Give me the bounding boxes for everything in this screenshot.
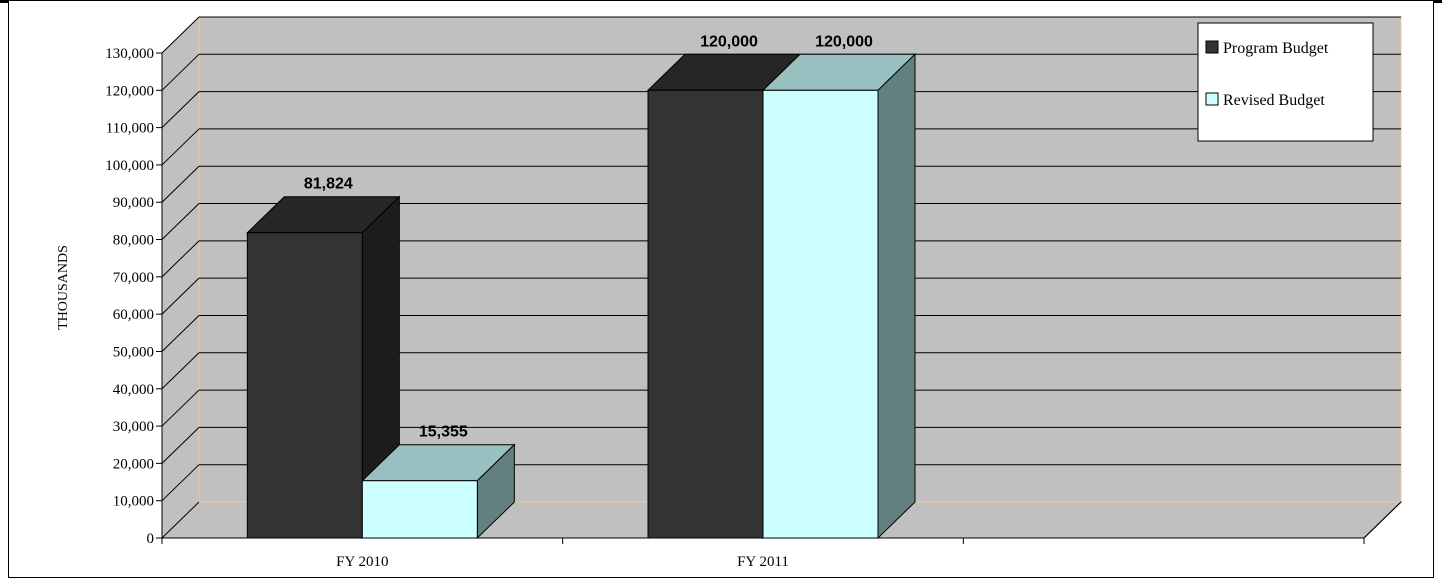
y-tick-label: 40,000: [113, 382, 154, 398]
y-tick-label: 120,000: [105, 83, 154, 99]
gridline-side: [161, 91, 200, 128]
gridline-side: [161, 128, 200, 166]
data-label: 120,000: [700, 33, 758, 50]
y-tick-label: 0: [147, 531, 155, 547]
legend-box: [1197, 22, 1374, 142]
y-axis-title: THOUSANDS: [56, 245, 71, 330]
y-tick-label: 130,000: [105, 46, 154, 62]
legend-swatch: [1205, 92, 1219, 106]
x-tick-label: FY 2011: [737, 554, 789, 570]
legend-swatch: [1205, 40, 1219, 54]
y-tick-label: 70,000: [113, 270, 154, 286]
gridline-side: [161, 315, 200, 352]
gridline-side: [161, 240, 200, 278]
gridline-side: [161, 277, 200, 315]
gridline-side: [161, 427, 200, 464]
bar-side: [877, 53, 916, 540]
y-tick-label: 80,000: [113, 233, 154, 249]
bar: [647, 89, 764, 539]
chart-frame: 0 10,000 20,000 30,000 40,000 50,000 60,000 70,…: [8, 0, 1434, 578]
gridline-side: [161, 389, 200, 427]
y-tick-label: 60,000: [113, 307, 154, 323]
floor-right-edge: [1363, 501, 1402, 539]
side-wall: [161, 15, 200, 540]
y-tick-label: 10,000: [113, 494, 154, 510]
gridline-side: [161, 16, 200, 54]
data-label: 81,824: [304, 176, 353, 193]
gridline-side: [161, 203, 200, 240]
y-tick-label: 110,000: [106, 121, 154, 137]
data-label: 15,355: [419, 424, 468, 441]
gridline-side: [161, 165, 200, 203]
budget-bar-chart: 0 10,000 20,000 30,000 40,000 50,000 60,000 70,…: [56, 15, 1403, 570]
gridline-side: [161, 53, 200, 91]
data-label: 120,000: [815, 33, 873, 50]
bar: [361, 480, 478, 539]
legend-label: Program Budget: [1223, 40, 1329, 57]
y-tick-label: 30,000: [113, 419, 154, 435]
gridline-side: [161, 464, 200, 502]
legend-label: Revised Budget: [1223, 92, 1325, 109]
gridline-side: [161, 352, 200, 390]
y-tick-label: 50,000: [113, 344, 154, 360]
y-tick-label: 20,000: [113, 456, 154, 472]
bar: [762, 89, 879, 539]
bar: [246, 232, 363, 539]
x-tick-label: FY 2010: [336, 554, 388, 570]
y-tick-label: 100,000: [105, 158, 154, 174]
y-tick-label: 90,000: [113, 195, 154, 211]
